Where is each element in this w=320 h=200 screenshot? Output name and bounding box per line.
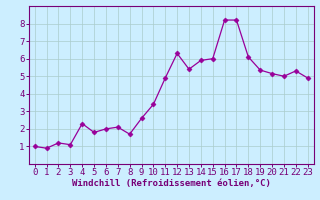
X-axis label: Windchill (Refroidissement éolien,°C): Windchill (Refroidissement éolien,°C) xyxy=(72,179,271,188)
